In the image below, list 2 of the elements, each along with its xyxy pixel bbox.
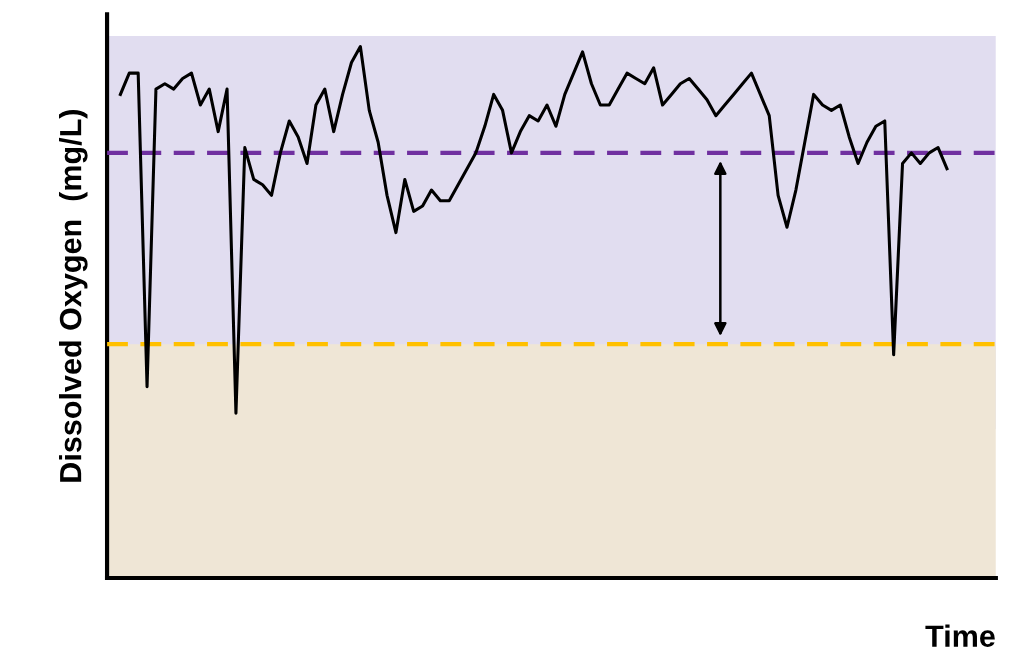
x-axis-title: Time bbox=[925, 624, 995, 647]
y-axis-title: Dissolved Oxygen (mg/L) bbox=[59, 110, 88, 482]
